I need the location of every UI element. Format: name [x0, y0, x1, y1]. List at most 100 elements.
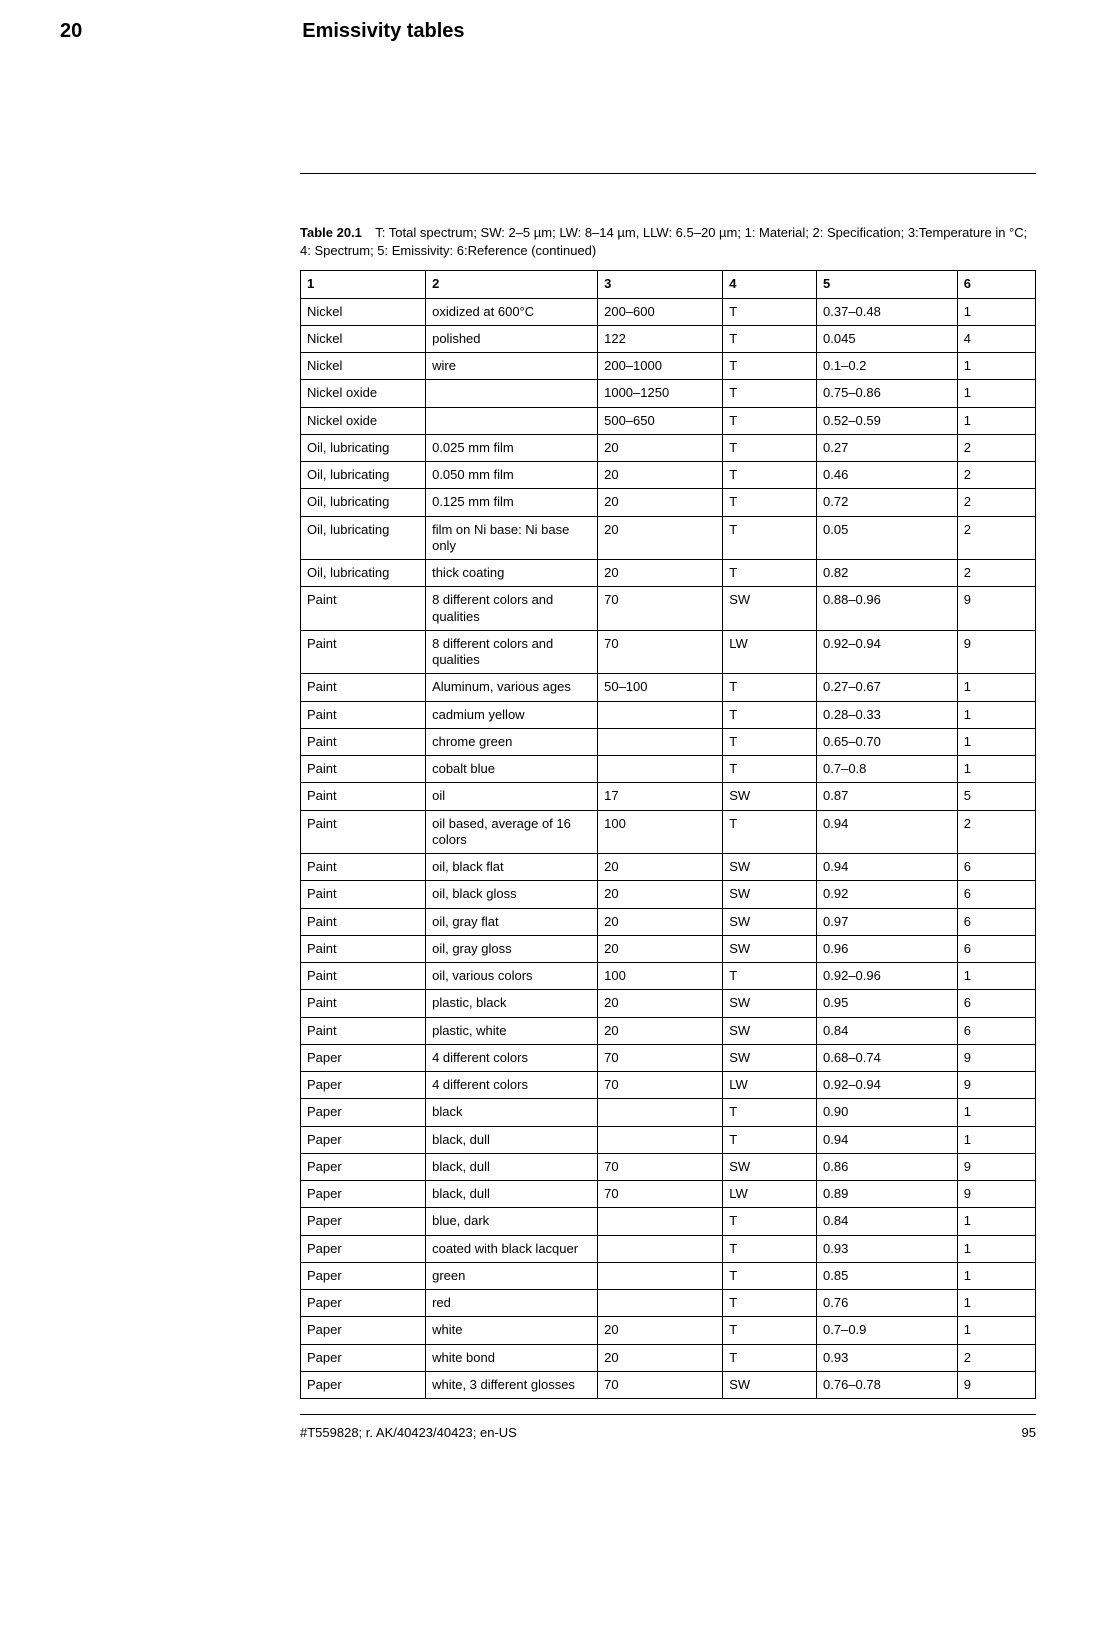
- table-cell: 0.045: [817, 325, 958, 352]
- table-cell: T: [723, 1317, 817, 1344]
- table-cell: film on Ni base: Ni base only: [426, 516, 598, 560]
- table-row: Paperwhite20T0.7–0.91: [301, 1317, 1036, 1344]
- table-cell: black, dull: [426, 1181, 598, 1208]
- table-cell: 0.27: [817, 434, 958, 461]
- table-cell: 20: [598, 560, 723, 587]
- table-cell: Aluminum, various ages: [426, 674, 598, 701]
- table-row: Paper4 different colors70SW0.68–0.749: [301, 1044, 1036, 1071]
- table-cell: SW: [723, 854, 817, 881]
- table-cell: oil based, average of 16 colors: [426, 810, 598, 854]
- table-cell: [598, 1099, 723, 1126]
- table-cell: 9: [957, 1044, 1035, 1071]
- table-cell: 4 different colors: [426, 1044, 598, 1071]
- rule-bottom: [300, 1414, 1036, 1415]
- table-cell: 0.52–0.59: [817, 407, 958, 434]
- table-cell: Paint: [301, 881, 426, 908]
- page-header: 20 Emissivity tables: [60, 20, 1036, 43]
- table-row: Nickelpolished122T0.0454: [301, 325, 1036, 352]
- table-cell: 20: [598, 489, 723, 516]
- table-cell: T: [723, 353, 817, 380]
- table-cell: 70: [598, 1153, 723, 1180]
- table-cell: 6: [957, 854, 1035, 881]
- table-cell: [598, 1235, 723, 1262]
- table-cell: 0.85: [817, 1262, 958, 1289]
- table-row: Oil, lubricating0.125 mm film20T0.722: [301, 489, 1036, 516]
- table-cell: T: [723, 407, 817, 434]
- table-cell: 20: [598, 854, 723, 881]
- table-cell: [598, 1290, 723, 1317]
- table-cell: 8 different colors and qualities: [426, 630, 598, 674]
- table-cell: 0.46: [817, 462, 958, 489]
- table-cell: 0.94: [817, 854, 958, 881]
- table-cell: 0.87: [817, 783, 958, 810]
- table-cell: 0.84: [817, 1208, 958, 1235]
- table-cell: LW: [723, 630, 817, 674]
- table-cell: 0.84: [817, 1017, 958, 1044]
- table-cell: Paper: [301, 1344, 426, 1371]
- table-row: Paperblack, dull70LW0.899: [301, 1181, 1036, 1208]
- table-cell: [598, 1126, 723, 1153]
- table-cell: 0.96: [817, 935, 958, 962]
- table-cell: 20: [598, 1317, 723, 1344]
- table-cell: Paint: [301, 854, 426, 881]
- table-cell: T: [723, 1344, 817, 1371]
- table-row: Oil, lubricatingthick coating20T0.822: [301, 560, 1036, 587]
- table-cell: coated with black lacquer: [426, 1235, 598, 1262]
- table-cell: [426, 380, 598, 407]
- table-row: Paperwhite, 3 different glosses70SW0.76–…: [301, 1371, 1036, 1398]
- table-cell: 20: [598, 462, 723, 489]
- table-cell: 50–100: [598, 674, 723, 701]
- table-cell: 1: [957, 674, 1035, 701]
- table-row: Paintoil17SW0.875: [301, 783, 1036, 810]
- table-cell: black: [426, 1099, 598, 1126]
- table-cell: white: [426, 1317, 598, 1344]
- table-cell: T: [723, 810, 817, 854]
- table-cell: 6: [957, 881, 1035, 908]
- table-cell: [598, 728, 723, 755]
- table-row: Paintplastic, black20SW0.956: [301, 990, 1036, 1017]
- table-cell: 6: [957, 908, 1035, 935]
- table-cell: SW: [723, 990, 817, 1017]
- table-cell: Paper: [301, 1290, 426, 1317]
- table-cell: red: [426, 1290, 598, 1317]
- table-cell: 1: [957, 1262, 1035, 1289]
- table-cell: T: [723, 462, 817, 489]
- table-cell: 1: [957, 963, 1035, 990]
- table-cell: thick coating: [426, 560, 598, 587]
- table-cell: 0.7–0.9: [817, 1317, 958, 1344]
- table-cell: 2: [957, 1344, 1035, 1371]
- table-cell: 1: [957, 380, 1035, 407]
- table-cell: 0.92–0.94: [817, 630, 958, 674]
- table-cell: Oil, lubricating: [301, 516, 426, 560]
- table-cell: Nickel oxide: [301, 407, 426, 434]
- table-cell: 0.89: [817, 1181, 958, 1208]
- table-row: Paperblue, darkT0.841: [301, 1208, 1036, 1235]
- table-row: Paintchrome greenT0.65–0.701: [301, 728, 1036, 755]
- table-cell: 0.025 mm film: [426, 434, 598, 461]
- table-cell: SW: [723, 1371, 817, 1398]
- table-cell: 0.95: [817, 990, 958, 1017]
- table-cell: SW: [723, 1153, 817, 1180]
- table-cell: 4 different colors: [426, 1072, 598, 1099]
- table-row: Paintoil, gray gloss20SW0.966: [301, 935, 1036, 962]
- table-cell: 200–1000: [598, 353, 723, 380]
- table-header-row: 1 2 3 4 5 6: [301, 271, 1036, 298]
- table-cell: 6: [957, 990, 1035, 1017]
- table-cell: 6: [957, 935, 1035, 962]
- table-cell: Oil, lubricating: [301, 434, 426, 461]
- table-cell: oxidized at 600°C: [426, 298, 598, 325]
- table-cell: SW: [723, 1017, 817, 1044]
- table-row: Paintcadmium yellowT0.28–0.331: [301, 701, 1036, 728]
- table-cell: 1: [957, 1208, 1035, 1235]
- table-cell: 70: [598, 1072, 723, 1099]
- table-cell: 0.94: [817, 810, 958, 854]
- table-cell: 6: [957, 1017, 1035, 1044]
- table-cell: T: [723, 1126, 817, 1153]
- table-cell: SW: [723, 881, 817, 908]
- table-cell: oil, black gloss: [426, 881, 598, 908]
- table-row: Paintoil, black flat20SW0.946: [301, 854, 1036, 881]
- table-cell: T: [723, 1208, 817, 1235]
- table-cell: black, dull: [426, 1153, 598, 1180]
- table-cell: 20: [598, 908, 723, 935]
- table-cell: 9: [957, 587, 1035, 631]
